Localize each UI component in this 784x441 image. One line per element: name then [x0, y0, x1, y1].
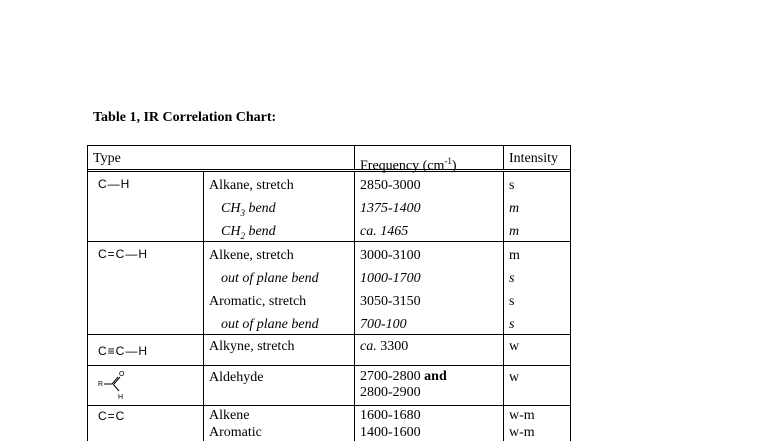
table-row-group: C=C Alkene Aromatic 1600-1680 1400-1600 …	[88, 406, 570, 441]
table-header-row: Type Frequency (cm-1) Intensity	[88, 146, 570, 174]
table-row-group: C≡C—H Alkyne, stretch ca. 3300 w	[88, 335, 570, 366]
intensity-value: w-m	[509, 408, 535, 423]
intensity-value: s	[509, 271, 515, 286]
svg-text:O: O	[119, 371, 125, 378]
frequency-value: 1600-1680	[360, 408, 421, 423]
table-row-group: R O H Aldehyde 2700-2800 and 2800-2900 w	[88, 366, 570, 406]
table-title: Table 1, IR Correlation Chart:	[93, 110, 277, 125]
ir-correlation-table: Type Frequency (cm-1) Intensity C—H Alka…	[87, 145, 571, 441]
intensity-value: m	[509, 224, 520, 239]
frequency-value: 3000-3100	[360, 248, 421, 263]
structure-cell: C≡C—H	[88, 335, 203, 365]
intensity-value: s	[509, 178, 515, 193]
vibration-label: Aromatic	[209, 425, 262, 440]
svg-text:R: R	[98, 381, 103, 388]
structure-cell: C=C—H	[88, 242, 203, 334]
vibration-label: out of plane bend	[221, 317, 319, 332]
vibration-label: out of plane bend	[221, 271, 319, 286]
header-type: Type	[93, 151, 121, 166]
frequency-value: 2800-2900	[360, 385, 421, 400]
table-row-group: C—H Alkane, stretch CH3 bend CH2 bend 28…	[88, 172, 570, 242]
structure-cell: R O H	[88, 366, 203, 405]
c-c-triple-bond-h-icon: C≡C—H	[98, 344, 148, 358]
intensity-value: w	[509, 370, 520, 385]
structure-cell: C=C	[88, 406, 203, 441]
vibration-label: CH3 bend	[221, 201, 276, 218]
vibration-label: Alkene	[209, 408, 250, 423]
intensity-value: m	[509, 248, 520, 263]
c-c-double-bond-icon: C=C	[98, 409, 126, 423]
frequency-value: 1375-1400	[360, 201, 421, 216]
structure-cell: C—H	[88, 172, 203, 241]
frequency-value: ca. 1465	[360, 224, 409, 239]
frequency-value: 1000-1700	[360, 271, 421, 286]
frequency-value: 700-100	[360, 317, 407, 332]
intensity-value: w-m	[509, 425, 535, 440]
header-intensity: Intensity	[503, 146, 570, 169]
intensity-value: w	[509, 339, 520, 354]
frequency-value: 2700-2800 and	[360, 369, 447, 384]
frequency-value: 2850-3000	[360, 178, 421, 193]
c-c-double-bond-h-icon: C=C—H	[98, 247, 149, 261]
table-row-group: C=C—H Alkene, stretch out of plane bend …	[88, 242, 570, 335]
vibration-label: Alkene, stretch	[209, 248, 294, 263]
intensity-value: s	[509, 317, 515, 332]
vibration-label: Alkyne, stretch	[209, 339, 295, 354]
intensity-value: m	[509, 201, 520, 216]
vibration-label: CH2 bend	[221, 224, 276, 241]
header-frequency: Frequency (cm-1)	[354, 146, 503, 174]
intensity-value: s	[509, 294, 515, 309]
vibration-label: Alkane, stretch	[209, 178, 294, 193]
frequency-value: 3050-3150	[360, 294, 421, 309]
vibration-label: Aldehyde	[209, 370, 264, 385]
frequency-value: ca. 3300	[360, 339, 409, 354]
vibration-label: Aromatic, stretch	[209, 294, 307, 309]
frequency-value: 1400-1600	[360, 425, 421, 440]
svg-text:H: H	[118, 394, 123, 401]
aldehyde-structure-icon: R O H	[98, 371, 125, 401]
c-h-single-bond-icon: C—H	[98, 177, 131, 191]
